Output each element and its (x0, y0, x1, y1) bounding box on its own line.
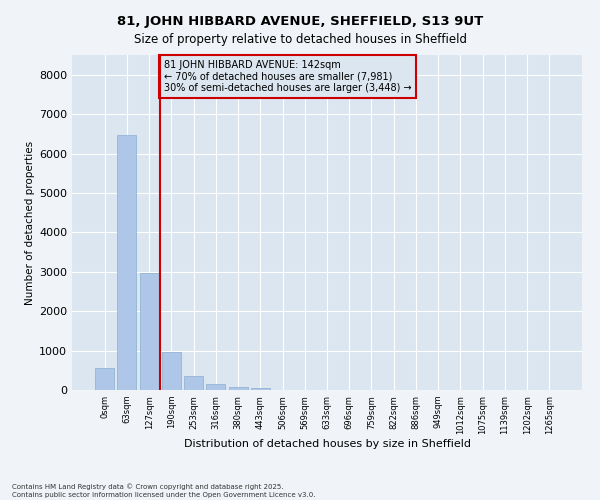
Bar (140, 272, 158, 390)
Text: 81 JOHN HIBBARD AVENUE: 142sqm
← 70% of detached houses are smaller (7,981)
30% : 81 JOHN HIBBARD AVENUE: 142sqm ← 70% of … (164, 60, 412, 93)
Text: 81, JOHN HIBBARD AVENUE, SHEFFIELD, S13 9UT: 81, JOHN HIBBARD AVENUE, SHEFFIELD, S13 … (117, 15, 483, 28)
Bar (162, 352, 181, 390)
Bar (184, 376, 203, 390)
Y-axis label: Number of detached properties: Number of detached properties (25, 140, 35, 304)
Bar (118, 134, 136, 390)
X-axis label: Distribution of detached houses by size in Sheffield: Distribution of detached houses by size … (184, 440, 470, 450)
Bar (229, 387, 248, 390)
Bar (251, 388, 270, 390)
Text: Size of property relative to detached houses in Sheffield: Size of property relative to detached ho… (133, 32, 467, 46)
Bar (95, 368, 114, 390)
Bar (206, 384, 225, 390)
Text: Contains HM Land Registry data © Crown copyright and database right 2025.
Contai: Contains HM Land Registry data © Crown c… (12, 484, 316, 498)
